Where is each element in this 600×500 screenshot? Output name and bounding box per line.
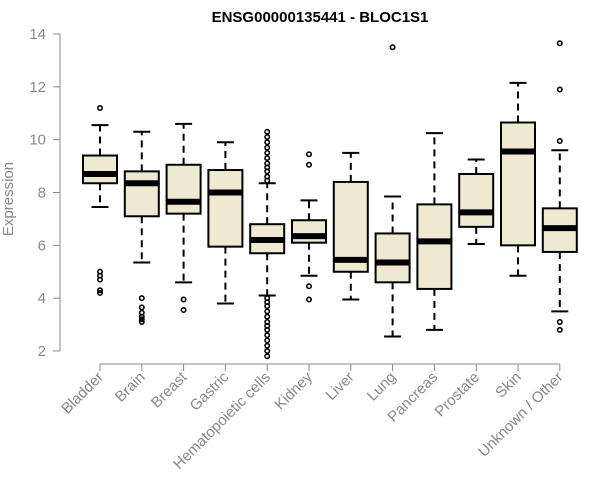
outlier-point bbox=[264, 139, 271, 146]
outlier-point bbox=[97, 104, 104, 111]
y-axis-label: Expression bbox=[0, 162, 17, 236]
box-group bbox=[123, 130, 160, 325]
outlier-point bbox=[264, 313, 271, 320]
box-group bbox=[458, 158, 495, 246]
outlier-point bbox=[305, 161, 312, 168]
outlier-point bbox=[264, 144, 271, 151]
outlier-point bbox=[97, 287, 104, 294]
y-tick-label: 8 bbox=[38, 185, 46, 202]
y-tick-label: 6 bbox=[38, 237, 46, 254]
outlier-point bbox=[264, 347, 271, 354]
box bbox=[374, 232, 411, 284]
box bbox=[82, 154, 118, 185]
y-tick-label: 14 bbox=[29, 26, 46, 43]
x-tick-label: Prostate bbox=[431, 369, 483, 421]
box-group bbox=[249, 128, 286, 360]
outlier-point bbox=[556, 40, 563, 47]
outlier-point bbox=[264, 353, 271, 360]
x-tick-label: Breast bbox=[148, 368, 191, 411]
y-axis: 2 4 6 8 10 12 14 bbox=[29, 26, 61, 360]
outlier-point bbox=[556, 326, 563, 333]
outlier-point bbox=[138, 313, 145, 320]
outlier-point bbox=[264, 308, 271, 315]
box bbox=[416, 203, 453, 290]
outlier-point bbox=[264, 149, 271, 156]
outlier-point bbox=[180, 307, 187, 314]
x-tick-label: Lung bbox=[364, 369, 400, 405]
outlier-point bbox=[264, 134, 271, 141]
outlier-point bbox=[264, 342, 271, 349]
box-group bbox=[500, 81, 536, 277]
box-group bbox=[82, 104, 118, 296]
outlier-point bbox=[556, 137, 563, 144]
x-tick-label: Kidney bbox=[271, 368, 316, 413]
outlier-point bbox=[264, 128, 271, 135]
outlier-point bbox=[264, 168, 271, 175]
box bbox=[165, 163, 202, 215]
outlier-point bbox=[264, 155, 271, 162]
box-group bbox=[374, 44, 411, 338]
outlier-point bbox=[556, 318, 563, 325]
chart-title: ENSG00000135441 - BLOC1S1 bbox=[212, 9, 429, 26]
boxes bbox=[82, 40, 578, 360]
outlier-point bbox=[264, 337, 271, 344]
outlier-point bbox=[97, 276, 104, 283]
box bbox=[207, 169, 244, 248]
outlier-point bbox=[138, 316, 145, 323]
y-tick-label: 4 bbox=[38, 290, 46, 307]
box bbox=[332, 180, 369, 273]
box-group bbox=[416, 132, 453, 331]
outlier-point bbox=[138, 304, 145, 311]
box bbox=[123, 170, 160, 218]
outlier-point bbox=[264, 177, 271, 184]
outlier-point bbox=[556, 86, 563, 93]
x-tick-label: Skin bbox=[492, 369, 525, 402]
outlier-point bbox=[305, 296, 312, 303]
outlier-point bbox=[264, 303, 271, 310]
box bbox=[458, 173, 495, 228]
outlier-point bbox=[138, 295, 145, 302]
outlier-point bbox=[389, 44, 396, 51]
outlier-point bbox=[180, 296, 187, 303]
y-tick-label: 10 bbox=[29, 132, 46, 149]
x-tick-label: Brain bbox=[112, 369, 149, 406]
box-group bbox=[165, 122, 202, 314]
box-group bbox=[207, 141, 244, 305]
box-group bbox=[291, 151, 327, 303]
box bbox=[291, 219, 327, 244]
outlier-point bbox=[264, 332, 271, 339]
box-group bbox=[332, 151, 369, 301]
outlier-point bbox=[264, 326, 271, 333]
x-tick-label: Bladder bbox=[58, 369, 107, 418]
y-tick-label: 2 bbox=[38, 343, 46, 360]
box-group bbox=[541, 40, 578, 333]
outlier-point bbox=[305, 283, 312, 290]
y-tick-label: 12 bbox=[29, 79, 46, 96]
outlier-point bbox=[305, 151, 312, 158]
x-tick-label: Liver bbox=[323, 369, 358, 404]
outlier-point bbox=[97, 289, 104, 296]
box bbox=[500, 121, 536, 247]
outlier-point bbox=[138, 318, 145, 325]
